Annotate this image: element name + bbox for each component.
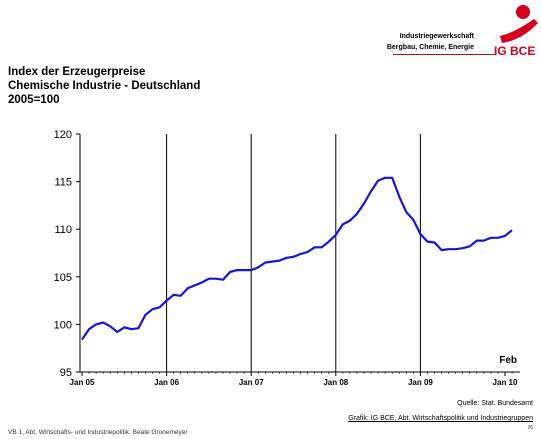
credit-note: Grafik: IG BCE, Abt. Wirtschaftspolitik … (348, 415, 533, 422)
x-tick-label: Jan 10 (493, 378, 518, 387)
y-tick-label: 120 (54, 129, 72, 141)
x-tick-label: Jan 09 (408, 378, 433, 387)
y-tick-label: 110 (54, 224, 72, 236)
x-tick-label: Jan 05 (70, 378, 95, 387)
chart-title-line3: 2005=100 (8, 94, 60, 106)
x-tick-label: Jan 08 (323, 378, 348, 387)
chart-title-line1: Index der Erzeugerpreise (8, 66, 146, 78)
y-tick-label: 115 (54, 177, 72, 189)
chart-title-line2: Chemische Industrie - Deutschland (8, 80, 201, 92)
logo-text: IG BCE (494, 44, 535, 58)
y-tick-label: 105 (54, 272, 72, 284)
y-tick-label: 100 (54, 319, 72, 331)
line-chart: 95 100 105 110 115 120 Jan 05 Jan 06 Jan 07 Jan 0… (54, 129, 520, 387)
page-number: 26 (527, 425, 533, 431)
x-tick-label: Jan 06 (154, 378, 179, 387)
source-note: Quelle: Stat. Bundesamt (457, 400, 533, 407)
org-name-line1: Industriegewerkschaft (399, 33, 474, 40)
logo-swoosh-icon (500, 19, 538, 43)
igbce-logo: IG BCE (494, 5, 538, 58)
end-period-label: Feb (499, 355, 517, 366)
y-tick-label: 95 (60, 367, 72, 379)
x-tick-label: Jan 07 (239, 378, 264, 387)
header-rule (393, 54, 495, 55)
series-line (81, 176, 513, 341)
footer-note: VB 1, Abt. Wirtschafts- und Industriepol… (8, 429, 188, 436)
logo-head-icon (516, 5, 530, 19)
org-name-line2: Bergbau, Chemie, Energie (386, 44, 474, 51)
